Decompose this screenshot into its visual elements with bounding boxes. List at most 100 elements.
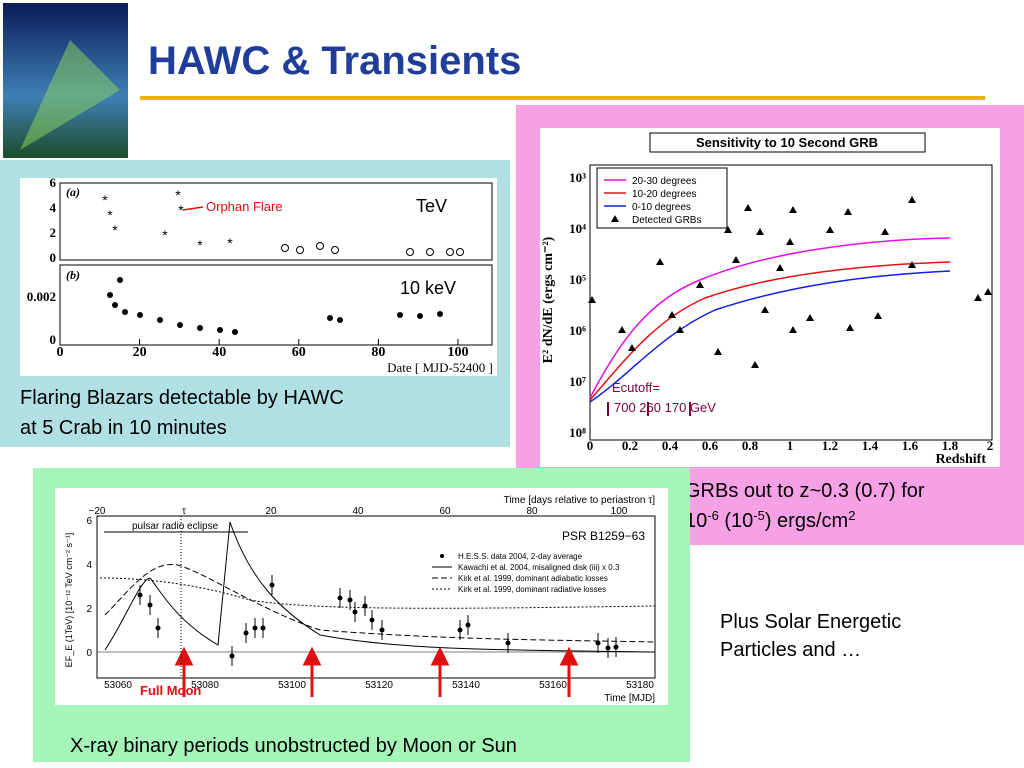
x-tick-label: 53140 (452, 680, 480, 691)
marker (668, 311, 676, 318)
curve (589, 261, 951, 401)
marker: * (162, 227, 168, 243)
top-tick-label: 40 (352, 506, 364, 517)
marker: * (107, 207, 113, 223)
marker (426, 248, 434, 256)
curve (589, 237, 951, 399)
top-tick-label: τ (182, 506, 186, 517)
marker (157, 317, 163, 323)
annotation: Full Moon (140, 683, 201, 698)
marker (881, 228, 889, 235)
legend-label: Detected GRBs (632, 215, 701, 226)
marker (327, 315, 333, 321)
marker (714, 348, 722, 355)
marker (316, 242, 324, 250)
legend-label: Kirk et al. 1999, dominant radiative los… (458, 585, 606, 594)
legend-box (596, 167, 728, 229)
caption-part: (10 (719, 510, 753, 532)
x-tick-label: 0.6 (702, 438, 719, 453)
x-tick-label: 53160 (539, 680, 567, 691)
annotation: pulsar radio eclipse (132, 521, 219, 532)
marker (457, 627, 463, 633)
marker (724, 226, 732, 233)
marker (613, 644, 619, 650)
hess-points (137, 575, 619, 666)
cutoff-arrows (607, 402, 691, 416)
x-tick-label: 1.4 (862, 438, 879, 453)
marker: * (102, 192, 108, 208)
y-tick-label: 6 (50, 175, 57, 190)
logo-beam (20, 40, 120, 150)
x-tick-label: 0 (57, 345, 64, 360)
marker (874, 312, 882, 319)
marker: * (112, 222, 118, 238)
marker (732, 256, 740, 263)
marker (761, 306, 769, 313)
marker (352, 609, 358, 615)
curve (589, 270, 951, 403)
marker (786, 238, 794, 245)
top-tick-label: 80 (526, 506, 538, 517)
marker (337, 317, 343, 323)
annotation: 700 260 170 GeV (614, 400, 716, 415)
marker (605, 645, 611, 651)
caption-part: 2 (848, 508, 855, 523)
marker (260, 625, 266, 631)
marker (676, 326, 684, 333)
marker (826, 226, 834, 233)
grb-title: Sensitivity to 10 Second GRB (696, 135, 878, 150)
top-tick-label: 60 (439, 506, 451, 517)
marker (789, 206, 797, 213)
marker (252, 625, 258, 631)
y-tick-label: 10⁶ (569, 323, 586, 338)
x-tick-label: 0.2 (622, 438, 638, 453)
y-tick-label: 10³ (569, 170, 586, 185)
x-tick-label: 20 (133, 345, 147, 360)
marker (756, 228, 764, 235)
marker (347, 597, 353, 603)
legend-label: 0-10 degrees (632, 202, 691, 213)
panel-label: (a) (66, 185, 80, 199)
marker (984, 288, 992, 295)
legend: H.E.S.S. data 2004, 2-day average Kawachi… (432, 552, 620, 594)
x-axis-label: Time [MJD] (604, 693, 655, 704)
marker (776, 264, 784, 271)
marker (137, 592, 143, 598)
curve (104, 564, 656, 643)
marker (155, 625, 161, 631)
frame-a (59, 182, 493, 261)
source: PSR B1259−63 (562, 529, 645, 543)
y-tick-label: 4 (86, 560, 92, 571)
marker (751, 361, 759, 368)
y-tick-label: 0.002 (27, 289, 56, 304)
legend-swatch (440, 554, 444, 558)
marker: * (197, 237, 203, 253)
top-tick-label: 100 (611, 506, 628, 517)
marker (137, 312, 143, 318)
x-tick-label: 2 (987, 438, 994, 453)
marker (379, 627, 385, 633)
caption: at 5 Crab in 10 minutes (20, 417, 227, 439)
marker (281, 244, 289, 252)
caption: X-ray binary periods unobstructed by Moo… (70, 735, 517, 757)
marker (505, 640, 511, 646)
marker (974, 294, 982, 301)
legend: 20-30 degrees 10-20 degrees 0-10 degrees De… (604, 176, 701, 226)
caption-part: ) ergs/cm (765, 510, 848, 532)
marker (465, 622, 471, 628)
marker (744, 204, 752, 211)
marker (337, 595, 343, 601)
x-tick-label: 53080 (191, 680, 219, 691)
marker (331, 246, 339, 254)
marker: * (178, 202, 184, 218)
marker (446, 248, 454, 256)
legend-swatch (611, 215, 619, 222)
caption: 10-6 (10-5) ergs/cm2 (685, 508, 855, 533)
y-tick-label: 2 (86, 604, 92, 615)
marker (696, 281, 704, 288)
marker (243, 630, 249, 636)
label: TeV (416, 196, 447, 216)
y-tick-label: 6 (86, 516, 92, 527)
marker (908, 196, 916, 203)
marker (628, 344, 636, 351)
